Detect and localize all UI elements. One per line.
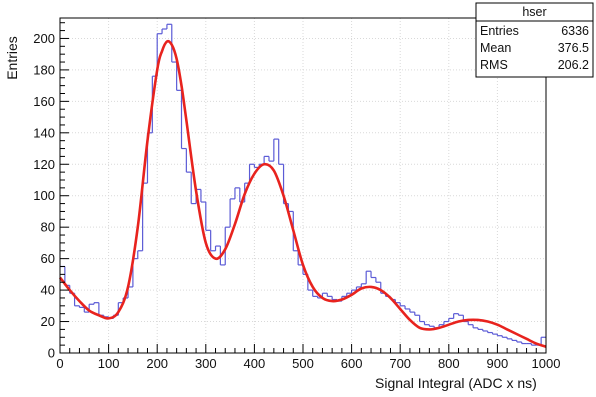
fit-curve	[58, 39, 547, 348]
x-tick-label: 600	[341, 356, 363, 371]
stats-row-value: 6336	[561, 24, 589, 38]
stats-box[interactable]: hser Entries 6336 Mean 376.5 RMS 206.2	[475, 2, 594, 78]
y-tick-labels: 0 20 40 60 80 100 120 140 160 180 200	[33, 31, 55, 361]
stats-box-rows: Entries 6336 Mean 376.5 RMS 206.2	[480, 24, 589, 72]
x-tick-label: 400	[244, 356, 266, 371]
x-tick-label: 300	[195, 356, 217, 371]
x-tick-label: 700	[389, 356, 411, 371]
stats-row-value: 206.2	[558, 58, 589, 72]
y-tick-label: 0	[48, 346, 55, 361]
y-tick-label: 140	[33, 125, 55, 140]
stats-row-value: 376.5	[558, 41, 589, 55]
y-tick-label: 20	[41, 314, 55, 329]
stats-box-title: hser	[522, 5, 546, 19]
x-tick-label: 100	[98, 356, 120, 371]
x-tick-label: 900	[487, 356, 509, 371]
y-tick-label: 40	[41, 283, 55, 298]
stats-row-label: RMS	[480, 58, 508, 72]
y-tick-label: 180	[33, 62, 55, 77]
y-tick-label: 100	[33, 188, 55, 203]
x-tick-label: 500	[292, 356, 314, 371]
y-tick-label: 160	[33, 94, 55, 109]
x-tick-label: 800	[438, 356, 460, 371]
x-tick-label: 1000	[532, 356, 561, 371]
y-tick-label: 200	[33, 31, 55, 46]
grid	[60, 18, 546, 353]
stats-row-label: Entries	[480, 24, 519, 38]
y-tick-label: 80	[41, 220, 55, 235]
x-tick-label: 0	[56, 356, 63, 371]
plot-frame	[59, 17, 547, 354]
y-tick-label: 120	[33, 157, 55, 172]
x-tick-labels: 0 100 200 300 400 500 600 700 800 900 1000	[56, 356, 560, 371]
x-axis-title: Signal Integral (ADC x ns)	[375, 375, 537, 391]
stats-row-label: Mean	[480, 41, 511, 55]
y-tick-label: 60	[41, 251, 55, 266]
y-axis-title: Entries	[4, 36, 20, 80]
axis-ticks	[59, 22, 547, 354]
fit-series	[58, 39, 547, 348]
x-tick-label: 200	[146, 356, 168, 371]
stats-box-background	[475, 2, 594, 78]
